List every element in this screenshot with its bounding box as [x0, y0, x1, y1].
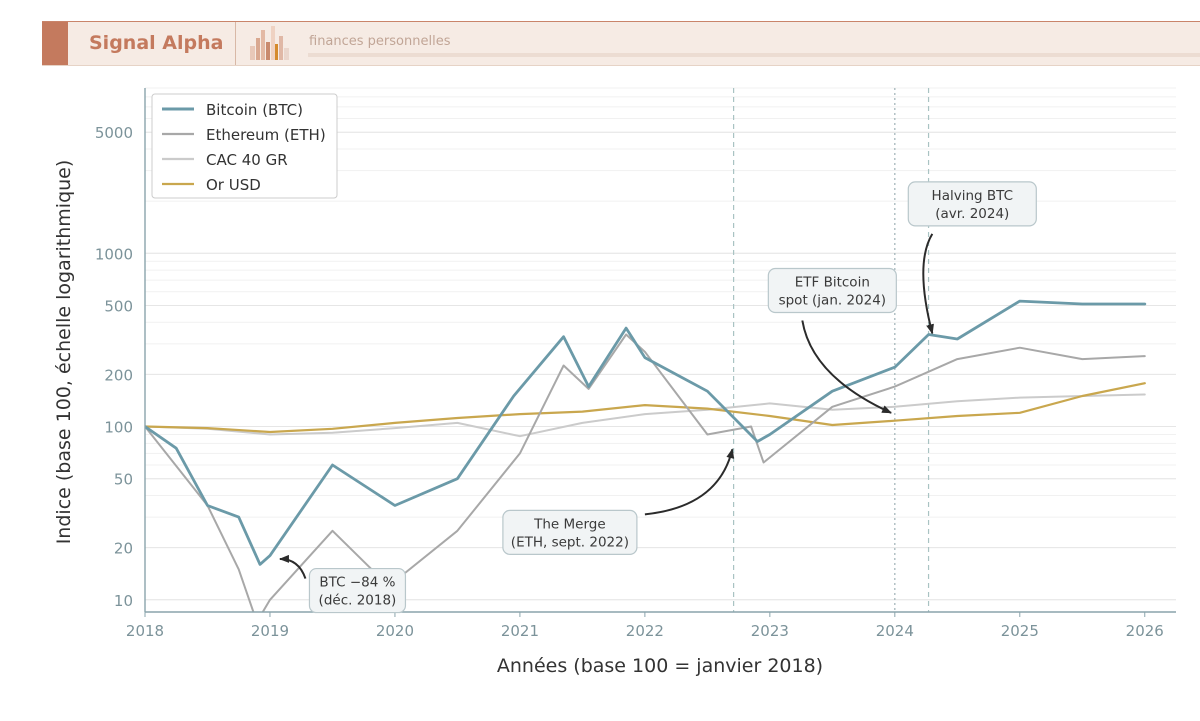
series-line-3 — [145, 393, 1146, 438]
y-axis-label: Indice (base 100, échelle logarithmique) — [53, 160, 75, 545]
x-tick-label: 2018 — [126, 622, 164, 640]
legend-box — [151, 93, 338, 199]
y-tick-label: 100 — [104, 419, 133, 437]
x-tick-label: 2021 — [501, 622, 539, 640]
site-header: Signal Alpha finances personnelles — [42, 21, 1200, 66]
series-line-1 — [145, 299, 1147, 566]
annotation-arrow — [644, 448, 735, 516]
legend: Bitcoin (BTC) Ethereum (ETH) CAC 40 GR Or U… — [151, 93, 338, 199]
x-tick-label: 2023 — [751, 622, 789, 640]
y-tick-label: 10 — [114, 592, 133, 610]
legend-label: Bitcoin (BTC) — [206, 101, 303, 119]
legend-label: CAC 40 GR — [206, 151, 288, 169]
x-tick-label: 2020 — [376, 622, 414, 640]
annotation-text: (ETH, sept. 2022) — [511, 534, 629, 550]
x-tick-label: 2025 — [1001, 622, 1039, 640]
series-lines — [145, 299, 1147, 612]
annotation-text: Halving BTC — [932, 188, 1013, 204]
tagline-rule — [308, 53, 1200, 57]
annotation-arrow — [922, 233, 934, 335]
annotation-box — [502, 509, 638, 555]
annotation-box — [308, 567, 407, 614]
annotation-text: ETF Bitcoin — [795, 274, 870, 290]
annotation-text: BTC −84 % — [319, 575, 395, 591]
legend-label: Or USD — [206, 176, 261, 194]
annotation-box — [907, 181, 1037, 227]
y-tick-label: 200 — [104, 366, 133, 384]
annotation-text: The Merge — [533, 516, 606, 532]
axes: 2018 2019 2020 2021 2022 2023 2024 2025 2026 10 20… — [95, 88, 1176, 640]
y-tick-label: 1000 — [95, 245, 133, 263]
brand-color-block — [42, 22, 68, 65]
annotation-text: spot (jan. 2024) — [779, 292, 887, 308]
tagline: finances personnelles — [309, 34, 451, 49]
x-tick-label: 2019 — [251, 622, 289, 640]
x-tick-label: 2026 — [1126, 622, 1164, 640]
y-tick-label: 500 — [104, 297, 133, 315]
annotation-text: (déc. 2018) — [319, 593, 397, 609]
series-line-4 — [145, 382, 1146, 434]
annotation-box — [767, 267, 897, 314]
y-tick-label: 20 — [114, 540, 133, 558]
bar-chart-logo-icon — [250, 26, 289, 60]
annotation-text: (avr. 2024) — [935, 206, 1009, 222]
y-tick-label: 50 — [114, 471, 133, 489]
x-tick-label: 2022 — [626, 622, 664, 640]
annotation-arrow — [801, 320, 892, 414]
event-lines — [733, 88, 930, 612]
annotations: BTC −84 % (déc. 2018) The Merge (ETH, sept.… — [278, 181, 1037, 614]
y-tick-label: 5000 — [95, 124, 133, 142]
legend-label: Ethereum (ETH) — [206, 126, 326, 144]
header-separator — [235, 22, 236, 65]
x-axis-label: Années (base 100 = janvier 2018) — [497, 655, 823, 677]
series-line-2 — [145, 333, 1146, 612]
annotation-arrow — [278, 554, 307, 579]
x-tick-label: 2024 — [876, 622, 914, 640]
brand-name[interactable]: Signal Alpha — [89, 32, 224, 54]
